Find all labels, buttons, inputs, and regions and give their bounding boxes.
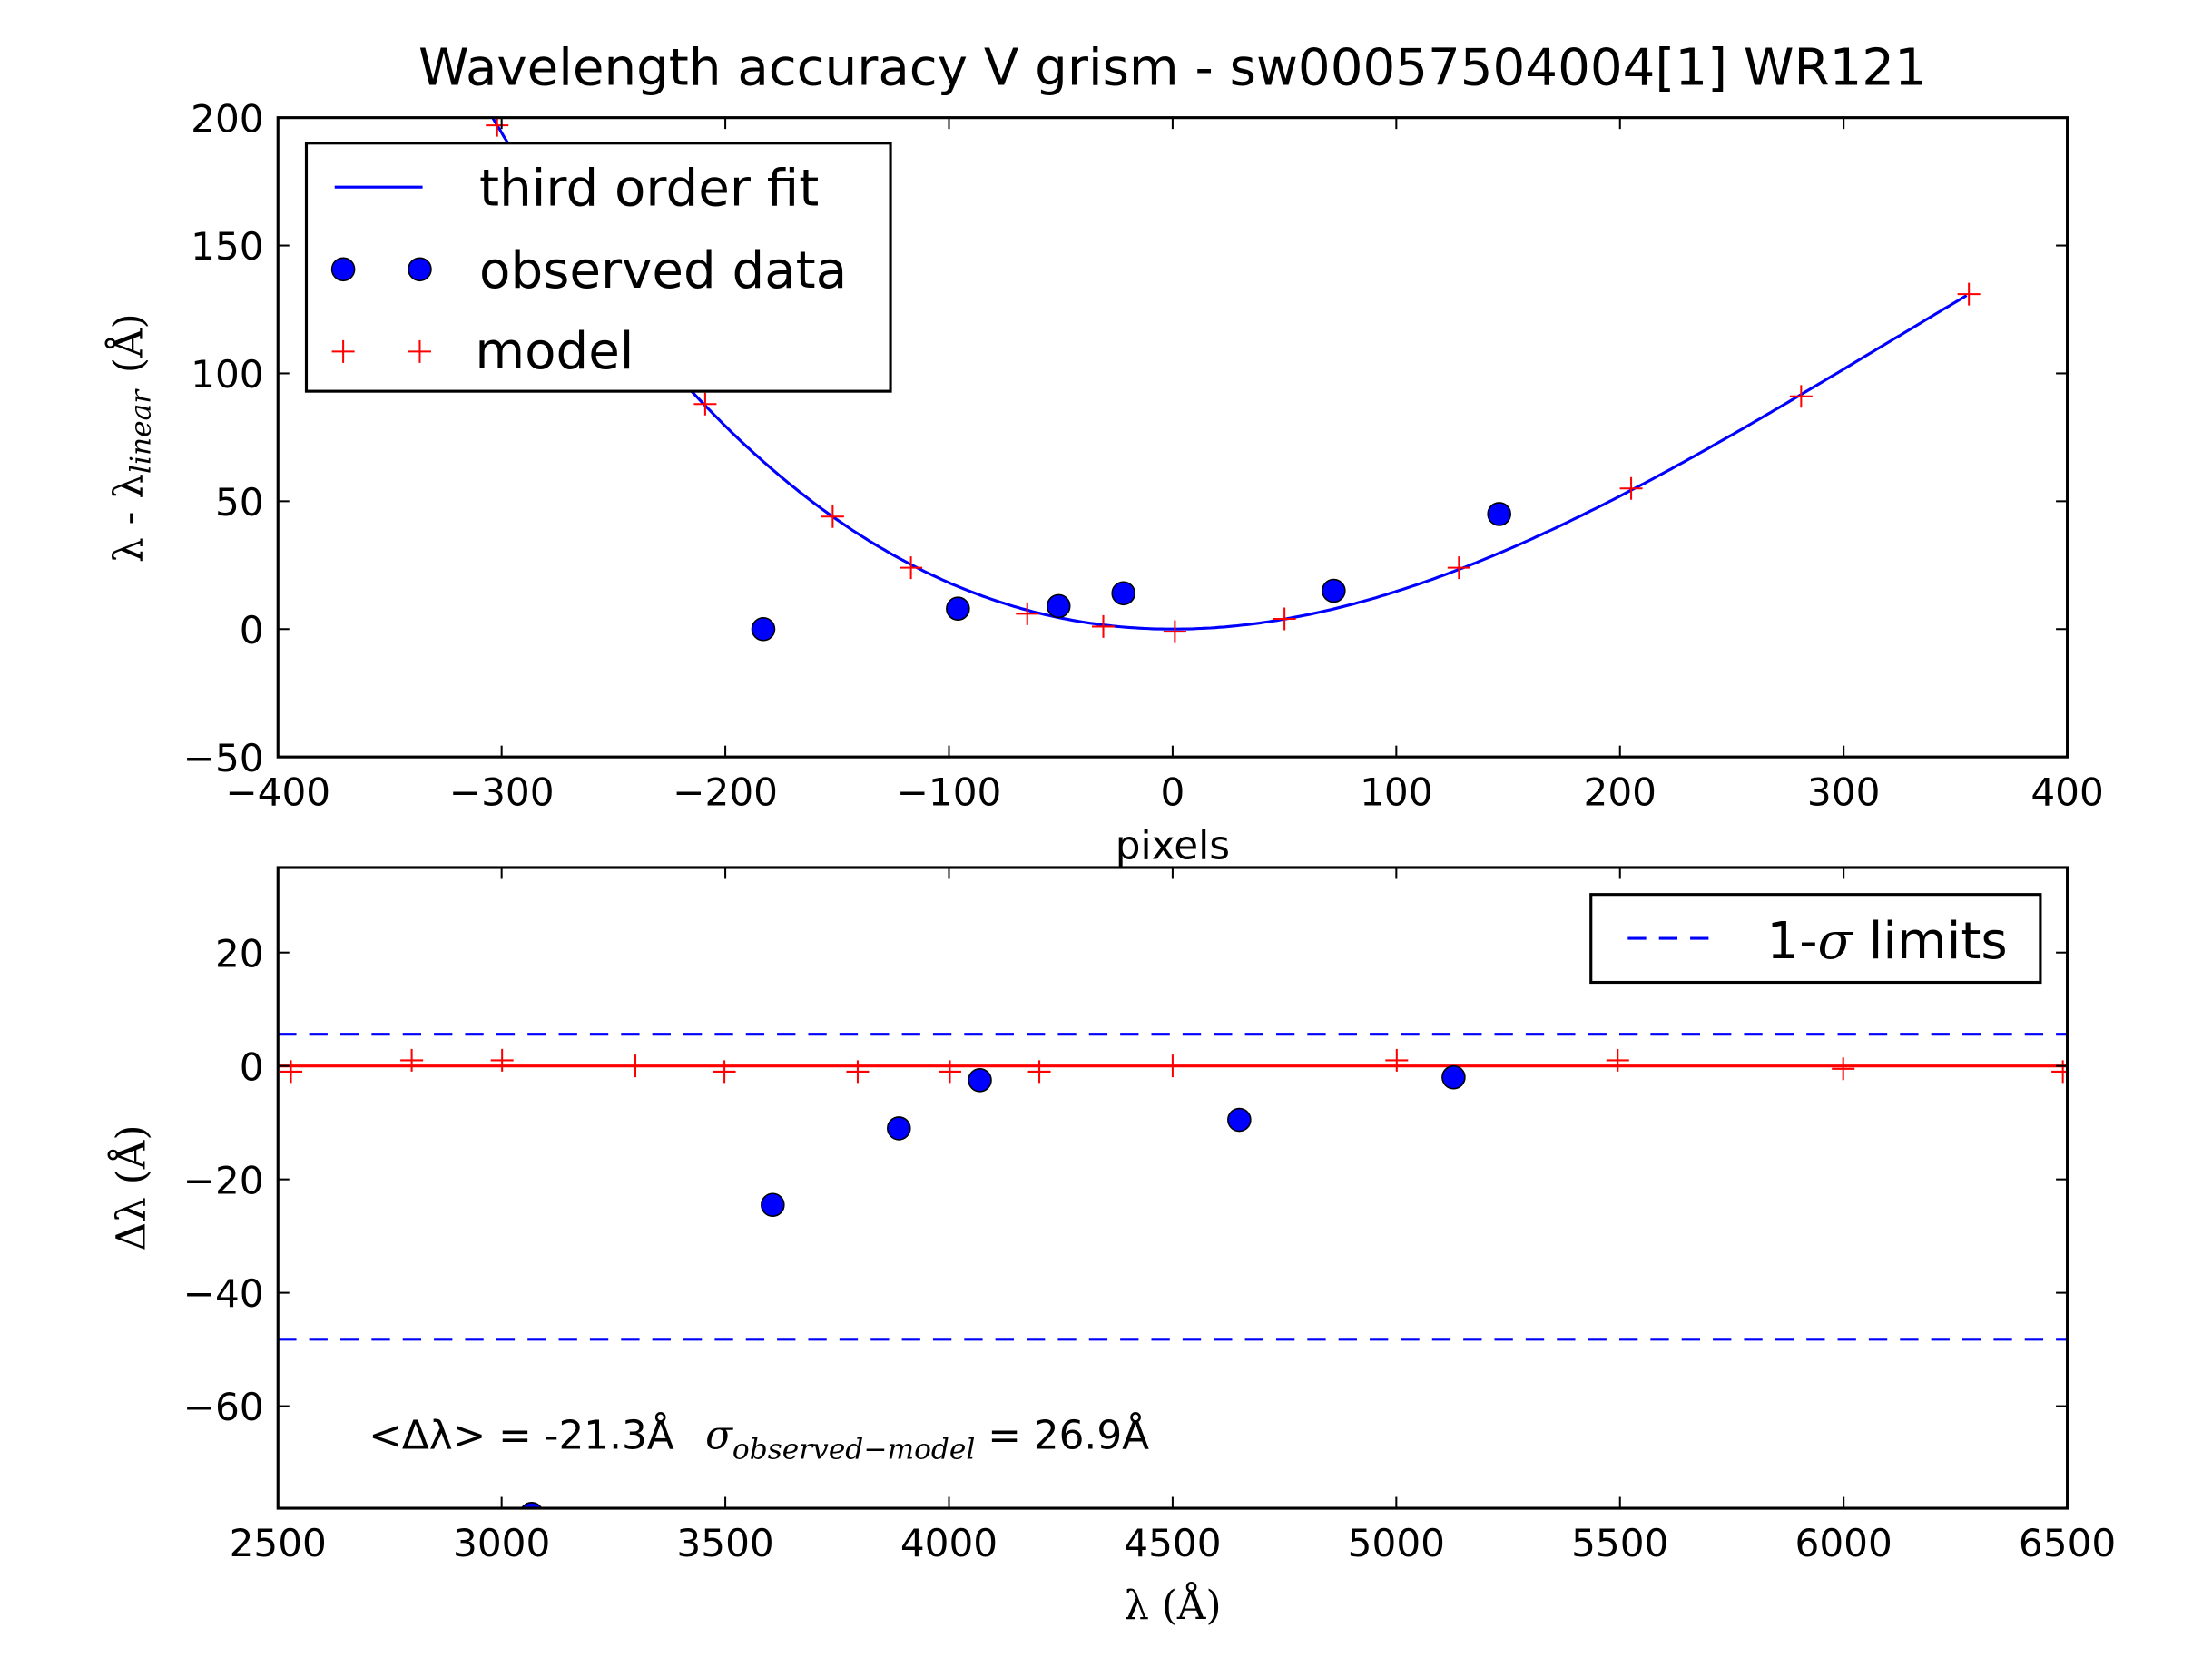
observed-point xyxy=(968,1068,992,1093)
x-tick-label: 100 xyxy=(1360,770,1432,814)
model-point xyxy=(900,556,923,580)
model-point xyxy=(821,505,844,528)
model-point xyxy=(1092,614,1116,638)
x-tick-label: 2500 xyxy=(230,1521,327,1565)
y-tick-label: 20 xyxy=(215,931,264,976)
x-tick-label: −300 xyxy=(449,770,555,814)
y-tick-label: 0 xyxy=(240,1044,264,1089)
ylabel-unit: (Å) xyxy=(105,313,152,373)
legend-model-label: model xyxy=(475,322,634,381)
x-tick-label: 4500 xyxy=(1124,1521,1221,1565)
y-tick-label: −60 xyxy=(183,1385,264,1429)
top-legend: third order fit observed data model xyxy=(304,142,892,393)
ylabel-subscript: linear xyxy=(125,388,158,474)
y-tick-label: 100 xyxy=(191,352,263,397)
sigma-subscript: observed−model xyxy=(732,1433,975,1466)
bottom-y-axis-label: Δλ (Å) xyxy=(108,1125,154,1251)
model-point xyxy=(1161,1054,1185,1078)
legend-sigma-symbol: σ xyxy=(1817,912,1853,971)
observed-point xyxy=(1322,578,1346,603)
model-point xyxy=(713,1060,736,1084)
sigma-symbol: σ xyxy=(705,1412,733,1458)
x-tick-label: −100 xyxy=(897,770,1002,814)
x-tick-label: 3000 xyxy=(453,1521,550,1565)
observed-point xyxy=(1487,502,1511,526)
observed-point xyxy=(887,1116,911,1141)
x-tick-label: 5000 xyxy=(1348,1521,1445,1565)
x-tick-label: 6000 xyxy=(1795,1521,1892,1565)
x-tick-label: 0 xyxy=(1161,770,1185,814)
x-tick-label: 200 xyxy=(1584,770,1657,814)
model-point xyxy=(2051,1060,2068,1084)
model-point xyxy=(693,392,717,416)
legend-sigma-label: 1-σ limits xyxy=(1766,912,2007,971)
x-tick-label: −200 xyxy=(673,770,778,814)
x-tick-label: 4000 xyxy=(900,1521,998,1565)
top-legend-box xyxy=(304,142,892,393)
y-tick-label: 0 xyxy=(240,608,264,652)
top-x-axis-label: pixels xyxy=(1116,823,1230,869)
model-point xyxy=(1832,1057,1855,1081)
fit-line xyxy=(490,117,1968,631)
model-point xyxy=(1789,385,1813,408)
y-tick-label: 50 xyxy=(215,480,264,525)
observed-point xyxy=(751,616,776,642)
model-point xyxy=(846,1060,870,1084)
observed-point xyxy=(1227,1107,1252,1133)
legend-sigma-prefix: 1- xyxy=(1766,912,1817,971)
plot-marks xyxy=(278,1033,2068,1509)
bottom-x-axis-label: λ (Å) xyxy=(1124,1583,1221,1629)
model-point xyxy=(1957,282,1981,306)
y-tick-label: 150 xyxy=(191,224,263,269)
plot-marks xyxy=(486,117,1981,643)
x-tick-label: 300 xyxy=(1807,770,1880,814)
model-point xyxy=(1027,1060,1051,1084)
observed-point xyxy=(761,1192,785,1218)
x-tick-label: −400 xyxy=(225,770,330,814)
observed-point xyxy=(1111,581,1135,606)
model-point xyxy=(624,1054,647,1078)
stats-annotation: <Δλ> = -21.3Å σobserved−model = 26.9Å xyxy=(369,1410,1149,1466)
model-point xyxy=(1163,620,1186,643)
x-tick-label: 6500 xyxy=(2019,1521,2116,1565)
mean-offset-text: <Δλ> = -21.3Å xyxy=(369,1410,674,1458)
top-plot: −400 −300 −200 −100 0 100 200 300 400 −50 0 50 100 15… xyxy=(105,96,2104,868)
model-point xyxy=(280,1060,303,1084)
y-tick-label: −50 xyxy=(183,736,264,780)
observed-point xyxy=(1046,593,1071,619)
bottom-legend: 1-σ limits xyxy=(1589,893,2042,985)
y-tick-label: −40 xyxy=(183,1271,264,1316)
model-point xyxy=(490,1048,514,1072)
bottom-plot: 2500 3000 3500 4000 4500 5000 5500 6000 6500 −60 −… xyxy=(108,866,2116,1629)
model-point xyxy=(938,1060,961,1084)
y-tick-label: 200 xyxy=(191,96,263,141)
x-tick-label: 5500 xyxy=(1571,1521,1668,1565)
legend-observed-marker-icon xyxy=(408,257,432,282)
sigma-value-text: = 26.9Å xyxy=(975,1410,1149,1458)
observed-point xyxy=(946,596,970,621)
legend-model-plus-icon xyxy=(331,339,431,363)
chart-title: Wavelength accuracy V grism - sw00057504… xyxy=(418,39,1927,98)
x-tick-label: 3500 xyxy=(676,1521,773,1565)
legend-sigma-suffix: limits xyxy=(1853,912,2008,971)
top-y-axis-label: λ - λlinear (Å) xyxy=(105,313,157,563)
model-point xyxy=(1447,556,1470,580)
model-point xyxy=(1273,607,1296,631)
model-point xyxy=(1606,1048,1629,1072)
model-point xyxy=(1385,1048,1409,1072)
legend-observed-label: observed data xyxy=(479,241,847,300)
legend-fit-label: third order fit xyxy=(479,160,819,219)
ylabel-main: λ - λ xyxy=(105,474,152,563)
model-point xyxy=(400,1048,424,1072)
model-point xyxy=(1619,476,1643,500)
observed-point xyxy=(1441,1064,1466,1090)
legend-observed-marker-icon xyxy=(330,257,356,282)
model-point xyxy=(1016,602,1039,625)
x-tick-label: 400 xyxy=(2030,770,2103,814)
y-tick-label: −20 xyxy=(183,1158,264,1202)
